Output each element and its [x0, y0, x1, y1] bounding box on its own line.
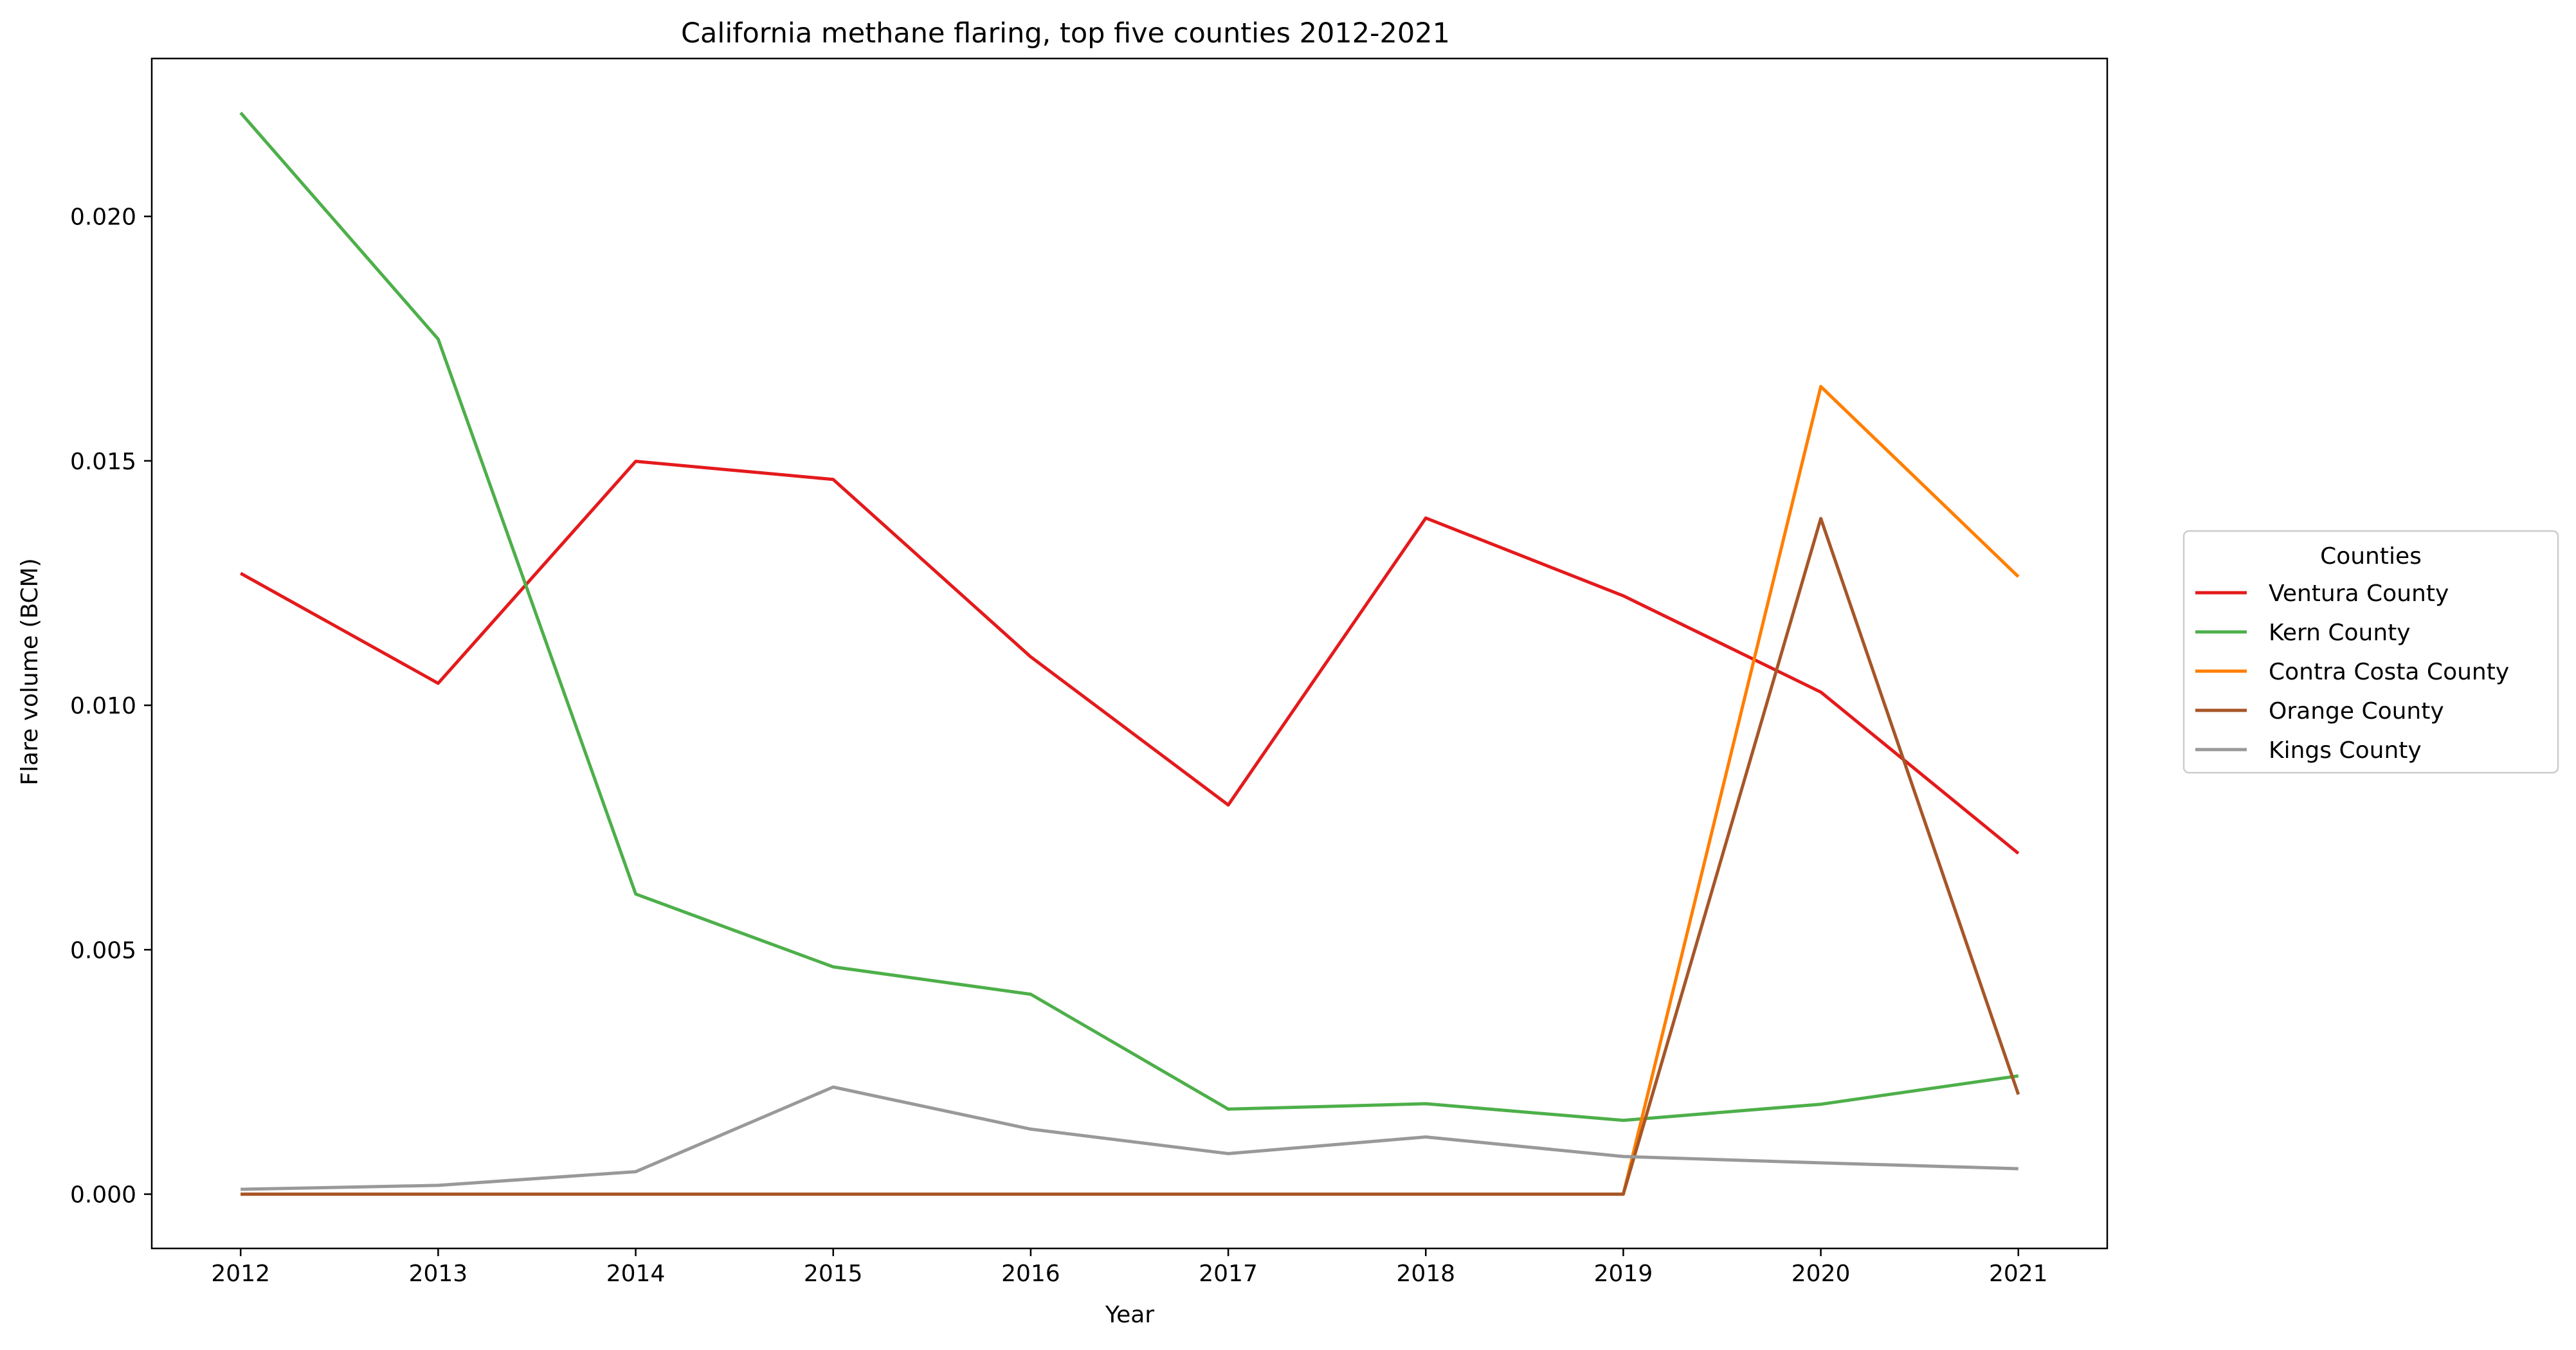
x-tick-label: 2019	[1594, 1261, 1653, 1287]
series-line-orange-county	[240, 517, 2020, 1196]
y-tick-label: 0.005	[70, 937, 136, 964]
chart-title: California methane flaring, top five cou…	[681, 17, 1450, 50]
x-tick-label: 2012	[211, 1261, 270, 1287]
legend: Counties Ventura County Kern County Contra …	[2182, 530, 2559, 774]
x-tick-label: 2015	[804, 1261, 863, 1287]
y-tick-label: 0.020	[70, 204, 136, 231]
series-line-ventura-county	[239, 460, 2020, 855]
plot-area: 2012 2013 2014 2015 2016 2017 2018 2019 2020 2021…	[70, 57, 2109, 1287]
x-tick-label: 2016	[1001, 1261, 1060, 1287]
y-tick-label: 0.000	[70, 1182, 136, 1209]
legend-entry-label: Kern County	[2269, 620, 2411, 646]
legend-entry-label: Ventura County	[2269, 580, 2449, 607]
y-tick-label: 0.010	[70, 693, 136, 719]
legend-title: Counties	[2320, 543, 2422, 570]
series-line-kings-county	[240, 1085, 2018, 1191]
series-line-kern-county	[239, 111, 2019, 1122]
x-tick-label: 2018	[1396, 1261, 1455, 1287]
y-axis-label: Flare volume (BCM)	[17, 558, 43, 786]
legend-entry-label: Kings County	[2269, 737, 2422, 764]
legend-box	[2182, 530, 2559, 774]
x-tick-label: 2021	[1989, 1261, 2048, 1287]
x-axis-label: Year	[1105, 1302, 1154, 1328]
x-tick-label: 2020	[1791, 1261, 1851, 1287]
y-tick-label: 0.015	[70, 449, 136, 475]
x-tick-label: 2017	[1199, 1261, 1258, 1287]
legend-entry-label: Orange County	[2269, 698, 2444, 724]
legend-entry-label: Contra Costa County	[2269, 659, 2509, 685]
x-tick-label: 2014	[606, 1261, 666, 1287]
x-tick-label: 2013	[409, 1261, 468, 1287]
axes-frame	[150, 57, 2109, 1250]
